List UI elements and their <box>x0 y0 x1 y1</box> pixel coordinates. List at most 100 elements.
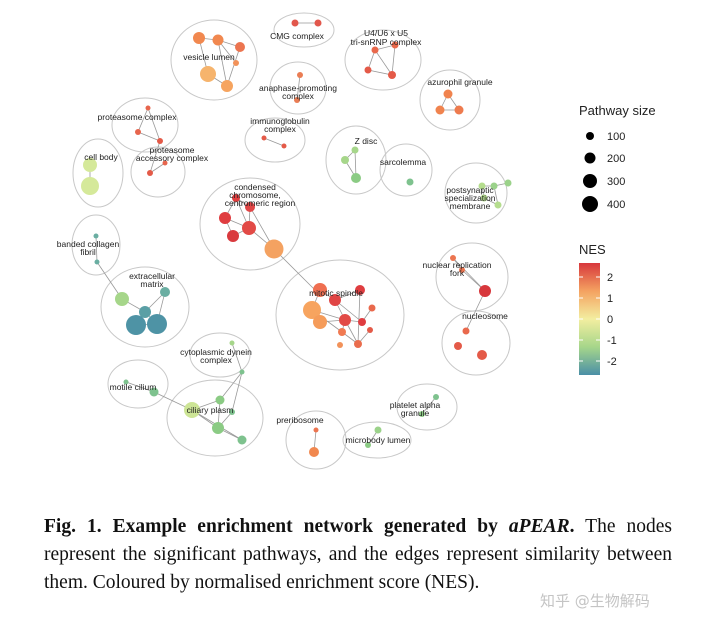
pathway-node <box>337 342 343 348</box>
label-zdisc: Z disc <box>355 136 378 146</box>
edge <box>125 381 155 393</box>
pathway-node <box>212 422 224 434</box>
svg-text:complex: complex <box>200 355 232 365</box>
edge <box>465 290 486 332</box>
pathway-node <box>368 304 376 312</box>
pathway-node <box>309 447 319 457</box>
nes-tick-label: -2 <box>607 356 617 368</box>
label-postsyn-line3: membrane <box>450 201 491 211</box>
svg-text:microbody lumen: microbody lumen <box>346 435 411 445</box>
pathway-node <box>443 89 453 99</box>
pathway-node <box>83 158 97 172</box>
pathway-node <box>139 306 151 318</box>
label-ecm-line2: matrix <box>140 279 164 289</box>
edge <box>226 46 241 87</box>
pathway-node <box>221 80 233 92</box>
pathway-node <box>388 71 396 79</box>
label-azurophil: azurophil granule <box>427 77 492 87</box>
cluster-cellbody <box>72 138 124 208</box>
pathway-node <box>157 138 163 144</box>
pathway-node <box>233 60 239 66</box>
svg-text:proteasome complex: proteasome complex <box>98 112 178 122</box>
label-postsyn-line1: postsynaptic <box>446 185 494 195</box>
pathway-node <box>433 394 439 400</box>
pathway-node <box>162 160 168 166</box>
svg-text:granule: granule <box>401 408 430 418</box>
label-replication-line2: fork <box>450 268 465 278</box>
pathway-node <box>227 230 239 242</box>
pathway-node <box>355 285 365 295</box>
label-platelet-line1: platelet alpha <box>390 400 441 410</box>
svg-text:accessory complex: accessory complex <box>136 153 209 163</box>
label-proteasome: proteasome complex <box>98 112 178 122</box>
edge <box>219 371 243 401</box>
label-nucleosome: nucleosome <box>462 311 508 321</box>
edge <box>137 131 161 142</box>
pathway-node <box>135 129 141 135</box>
pathway-node <box>242 221 256 235</box>
svg-text:centromeric region: centromeric region <box>225 198 296 208</box>
enrichment-network-figure: CMG complex U4/U6 x U5 tri-snRNP complex… <box>57 12 656 470</box>
pathway-node <box>406 178 414 186</box>
pathway-node <box>212 34 224 46</box>
svg-text:ciliary plasm: ciliary plasm <box>187 405 234 415</box>
edge <box>137 107 149 133</box>
edge <box>147 107 161 142</box>
pathway-node <box>294 97 300 103</box>
network-nodes <box>81 19 512 457</box>
edge <box>367 69 393 76</box>
pathway-node <box>149 387 159 397</box>
pathway-node <box>462 327 470 335</box>
cluster-vesicle <box>170 19 258 101</box>
cluster-ecm <box>100 266 190 348</box>
cluster-ciliary <box>166 379 264 457</box>
caption-bold-end: . <box>569 516 575 537</box>
pathway-node <box>450 255 456 261</box>
svg-text:cytoplasmic dynein: cytoplasmic dynein <box>180 347 252 357</box>
edge <box>273 248 321 296</box>
legend-size-dot <box>584 152 596 164</box>
pathway-node <box>264 239 284 259</box>
svg-text:mitotic spindle: mitotic spindle <box>309 288 363 298</box>
svg-text:proteasome: proteasome <box>150 145 195 155</box>
label-spindle: mitotic spindle <box>309 288 363 298</box>
pathway-node <box>239 369 245 375</box>
label-cellbody: cell body <box>84 152 118 162</box>
pathway-node <box>454 105 464 115</box>
pathway-node <box>232 194 240 202</box>
pathway-node <box>147 314 167 334</box>
pathway-node <box>478 182 486 190</box>
svg-text:complex: complex <box>264 124 296 134</box>
cluster-proteasome <box>111 97 179 153</box>
edge <box>263 137 285 147</box>
svg-text:fork: fork <box>450 268 465 278</box>
pathway-node <box>435 105 445 115</box>
pathway-node <box>229 409 235 415</box>
label-ciliary: ciliary plasm <box>187 405 234 415</box>
svg-text:U4/U6 x U5: U4/U6 x U5 <box>364 28 408 38</box>
pathway-node <box>351 173 361 183</box>
legend-size-label: 300 <box>607 176 625 188</box>
pathway-node <box>419 411 425 417</box>
label-u4u6-line2: tri-snRNP complex <box>351 37 422 47</box>
pathway-node <box>371 46 379 54</box>
svg-text:CMG complex: CMG complex <box>270 31 325 41</box>
pathway-node <box>313 283 327 297</box>
legend-pathway-size: Pathway size 100 200 300 400 <box>579 103 656 212</box>
label-chromosome-line1: condensed <box>234 182 276 192</box>
svg-text:Z disc: Z disc <box>355 136 378 146</box>
cluster-outlines <box>71 12 511 470</box>
pathway-node <box>329 294 341 306</box>
svg-text:nuclear replication: nuclear replication <box>423 260 492 270</box>
pathway-node <box>351 146 359 154</box>
label-dynein-line1: cytoplasmic dynein <box>180 347 252 357</box>
pathway-node <box>313 315 327 329</box>
label-postsyn-line2: specialization <box>444 193 495 203</box>
cluster-azurophil <box>419 69 481 131</box>
svg-text:platelet alpha: platelet alpha <box>390 400 441 410</box>
cluster-dynein <box>189 332 251 378</box>
pathway-node <box>81 177 99 195</box>
pathway-node <box>367 327 373 333</box>
nes-tick-label: 1 <box>607 293 613 305</box>
pathway-node <box>93 233 99 239</box>
